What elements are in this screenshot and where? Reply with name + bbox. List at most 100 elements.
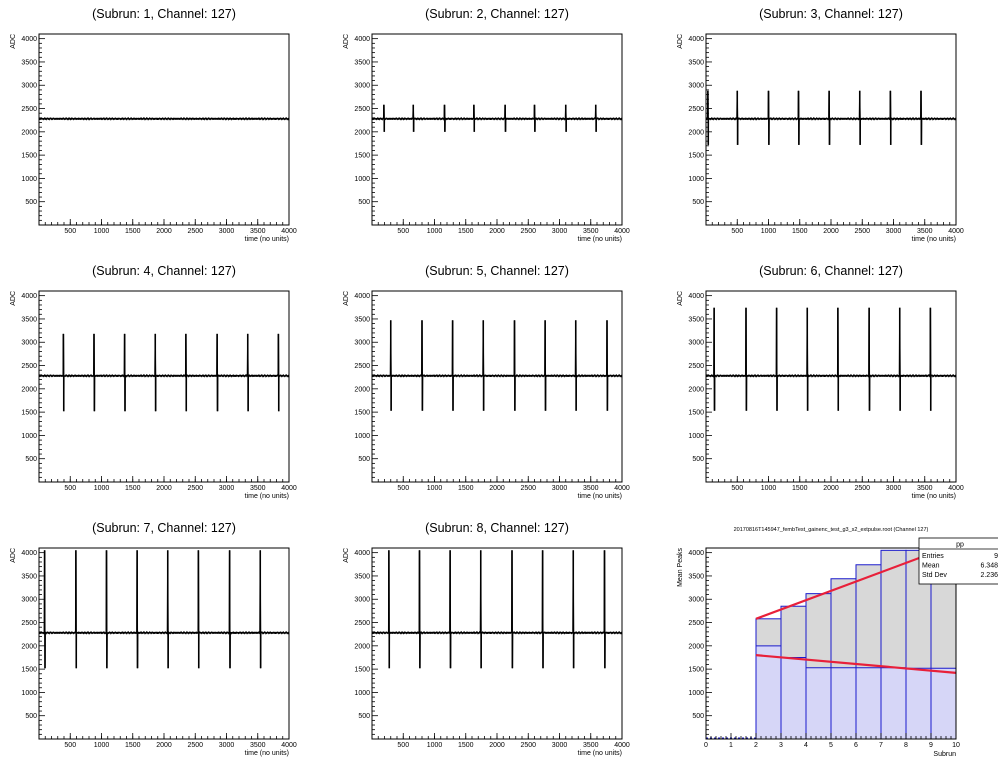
- x-tick-label: 500: [64, 228, 76, 235]
- chart-panel-5: (Subrun: 5, Channel: 127) 500 1000 1500 2000…: [343, 264, 630, 500]
- chart-panel-1: (Subrun: 1, Channel: 127) 500 1000 1500 2000…: [10, 7, 297, 243]
- waveform-line: [38, 116, 290, 121]
- y-tick-label: 1500: [21, 153, 37, 160]
- x-axis-label: time (no units): [245, 750, 289, 757]
- chart-panel-8: (Subrun: 8, Channel: 127) 500 1000 1500 2000…: [343, 521, 630, 757]
- x-tick-label: 1500: [792, 228, 808, 235]
- x-axis-label: time (no units): [912, 236, 956, 243]
- x-tick-label: 2500: [854, 485, 870, 492]
- x-tick-label: 3500: [583, 485, 599, 492]
- plot-frame: [705, 290, 957, 483]
- y-tick-label: 1500: [21, 667, 37, 674]
- x-tick-label: 4000: [948, 228, 964, 235]
- y-tick-label: 1000: [688, 690, 704, 697]
- y-tick-label: 3500: [21, 59, 37, 66]
- waveform-line: [371, 104, 623, 132]
- waveform-line: [705, 307, 957, 411]
- x-axis-label: time (no units): [912, 493, 956, 500]
- y-tick-label: 2500: [688, 363, 704, 370]
- y-tick-label: 1000: [688, 176, 704, 183]
- stats-row-value: 2.236: [980, 572, 998, 579]
- y-tick-label: 2500: [354, 363, 370, 370]
- x-tick-label: 4000: [614, 742, 630, 749]
- y-tick-label: 1500: [354, 410, 370, 417]
- x-tick-label: 2000: [489, 742, 505, 749]
- y-tick-label: 500: [25, 713, 37, 720]
- x-tick-label: 500: [64, 742, 76, 749]
- chart-panel-2: (Subrun: 2, Channel: 127) 500 1000 1500 2000…: [343, 7, 630, 243]
- y-tick-label: 1000: [21, 176, 37, 183]
- x-tick-label: 2000: [823, 228, 839, 235]
- waveform-line: [371, 550, 623, 669]
- y-tick-label: 3500: [21, 316, 37, 323]
- y-tick-label: 1000: [688, 433, 704, 440]
- x-tick-label: 2: [754, 742, 758, 749]
- x-tick-label: 1000: [94, 485, 110, 492]
- x-tick-label: 9: [929, 742, 933, 749]
- y-tick-label: 1500: [688, 410, 704, 417]
- y-tick-label: 3000: [354, 83, 370, 90]
- waveform-line: [38, 333, 290, 412]
- chart-panel-7: (Subrun: 7, Channel: 127) 500 1000 1500 2000…: [10, 521, 297, 757]
- x-tick-label: 500: [64, 485, 76, 492]
- x-tick-label: 3000: [552, 228, 568, 235]
- x-tick-label: 5: [829, 742, 833, 749]
- y-tick-label: 2500: [688, 620, 704, 627]
- x-tick-label: 1000: [427, 742, 443, 749]
- y-tick-label: 1500: [21, 410, 37, 417]
- x-axis-label: time (no units): [578, 750, 622, 757]
- stats-row-label: Entries: [922, 553, 944, 560]
- y-tick-label: 2000: [354, 129, 370, 136]
- x-tick-label: 2000: [823, 485, 839, 492]
- y-tick-label: 2500: [21, 106, 37, 113]
- y-tick-label: 4000: [688, 36, 704, 43]
- y-tick-label: 3500: [21, 573, 37, 580]
- stats-row-value: 6.348: [980, 563, 998, 570]
- x-tick-label: 1500: [125, 742, 141, 749]
- y-axis-label: ADC: [10, 548, 17, 563]
- panel-title: (Subrun: 6, Channel: 127): [759, 264, 903, 278]
- x-tick-label: 2500: [854, 228, 870, 235]
- y-tick-label: 2500: [21, 363, 37, 370]
- panel-title: (Subrun: 2, Channel: 127): [425, 7, 569, 21]
- y-tick-label: 3500: [354, 316, 370, 323]
- x-tick-label: 4000: [614, 485, 630, 492]
- y-tick-label: 4000: [21, 293, 37, 300]
- y-tick-label: 500: [692, 456, 704, 463]
- x-tick-label: 3500: [583, 742, 599, 749]
- y-axis-label: ADC: [343, 291, 350, 306]
- x-tick-label: 2500: [520, 228, 536, 235]
- panel-title: 20170816T145947_fembTest_gainenc_test_g3…: [734, 527, 929, 533]
- y-tick-label: 500: [358, 199, 370, 206]
- plot-frame: [371, 33, 623, 226]
- x-tick-label: 10: [952, 742, 960, 749]
- panel-title: (Subrun: 4, Channel: 127): [92, 264, 236, 278]
- x-tick-label: 1500: [125, 228, 141, 235]
- y-tick-label: 3000: [688, 597, 704, 604]
- x-tick-label: 2000: [489, 485, 505, 492]
- panel-title: (Subrun: 7, Channel: 127): [92, 521, 236, 535]
- y-tick-label: 1500: [354, 153, 370, 160]
- y-tick-label: 2000: [21, 386, 37, 393]
- y-tick-label: 3500: [688, 59, 704, 66]
- x-tick-label: 500: [397, 485, 409, 492]
- y-tick-label: 2500: [688, 106, 704, 113]
- y-axis-label: ADC: [10, 34, 17, 49]
- x-tick-label: 1000: [94, 742, 110, 749]
- waveform-line: [705, 90, 957, 145]
- y-tick-label: 2000: [688, 386, 704, 393]
- x-tick-label: 6: [854, 742, 858, 749]
- y-tick-label: 2000: [688, 643, 704, 650]
- chart-panel-9: 20170816T145947_fembTest_gainenc_test_g3…: [677, 527, 998, 758]
- panel-title: (Subrun: 5, Channel: 127): [425, 264, 569, 278]
- x-axis-label: time (no units): [245, 236, 289, 243]
- panel-title: (Subrun: 1, Channel: 127): [92, 7, 236, 21]
- y-tick-label: 4000: [21, 550, 37, 557]
- x-tick-label: 7: [879, 742, 883, 749]
- x-tick-label: 1500: [125, 485, 141, 492]
- y-tick-label: 500: [692, 713, 704, 720]
- x-tick-label: 3500: [917, 485, 933, 492]
- plot-frame: [38, 33, 290, 226]
- y-tick-label: 500: [358, 456, 370, 463]
- x-tick-label: 1000: [761, 228, 777, 235]
